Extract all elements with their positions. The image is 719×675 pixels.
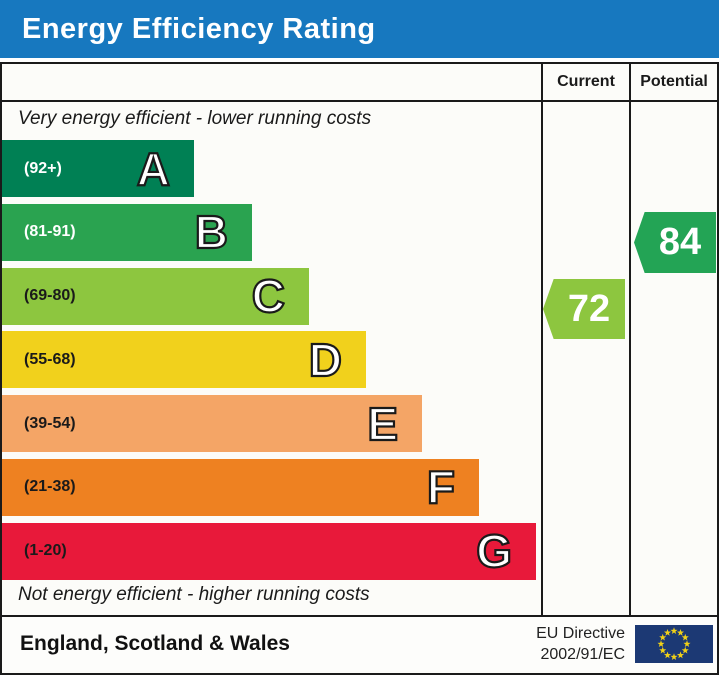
current-column: 72 [541,102,629,615]
eu-directive-line2: 2002/91/EC [540,646,625,663]
current-rating-value: 72 [567,287,611,330]
current-rating-marker: 72 [543,279,625,339]
footer: England, Scotland & Wales EU Directive 2… [2,615,717,671]
band-b: (81-91) B [2,203,252,261]
band-b-range-label: (81-91) [24,223,76,241]
band-a: (92+) A [2,140,194,197]
band-list: (92+) A (81-91) B (69-80) C (55-68) D [2,140,541,587]
band-g: (1-20) G [2,522,536,580]
eu-directive-label: EU Directive 2002/91/EC [536,623,625,665]
band-f-range-label: (21-38) [24,478,76,496]
band-c: (69-80) C [2,267,309,325]
potential-rating-marker: 84 [634,212,716,273]
potential-rating-value: 84 [658,221,702,263]
eu-directive-line1: EU Directive [536,625,625,642]
band-b-letter: B [194,206,229,259]
eu-flag-icon [635,625,713,663]
band-d-range-label: (55-68) [24,350,76,368]
title-bar: Energy Efficiency Rating [0,0,719,58]
column-header-potential: Potential [629,64,717,100]
band-a-letter: A [136,142,171,195]
page-title: Energy Efficiency Rating [22,12,376,45]
rating-table: Current Potential Very energy efficient … [0,62,719,675]
band-e-letter: E [366,397,399,450]
band-e: (39-54) E [2,395,422,453]
band-c-letter: C [251,270,286,323]
band-c-range-label: (69-80) [24,287,76,305]
column-header-blank [2,64,541,100]
column-header-row: Current Potential [2,64,717,102]
band-g-letter: G [475,525,513,578]
potential-column: 84 [629,102,717,615]
caption-bottom: Not energy efficient - higher running co… [18,584,370,605]
column-header-current: Current [541,64,629,100]
region-label: England, Scotland & Wales [20,632,290,655]
band-d: (55-68) D [2,331,366,389]
band-f-letter: F [426,461,456,514]
caption-top: Very energy efficient - lower running co… [18,108,372,129]
band-f: (21-38) F [2,458,479,516]
band-chart: Very energy efficient - lower running co… [2,102,541,615]
chart-body: Very energy efficient - lower running co… [2,102,717,615]
band-g-range-label: (1-20) [24,542,67,560]
band-d-letter: D [308,333,343,386]
band-e-range-label: (39-54) [24,414,76,432]
band-a-range-label: (92+) [24,159,62,177]
